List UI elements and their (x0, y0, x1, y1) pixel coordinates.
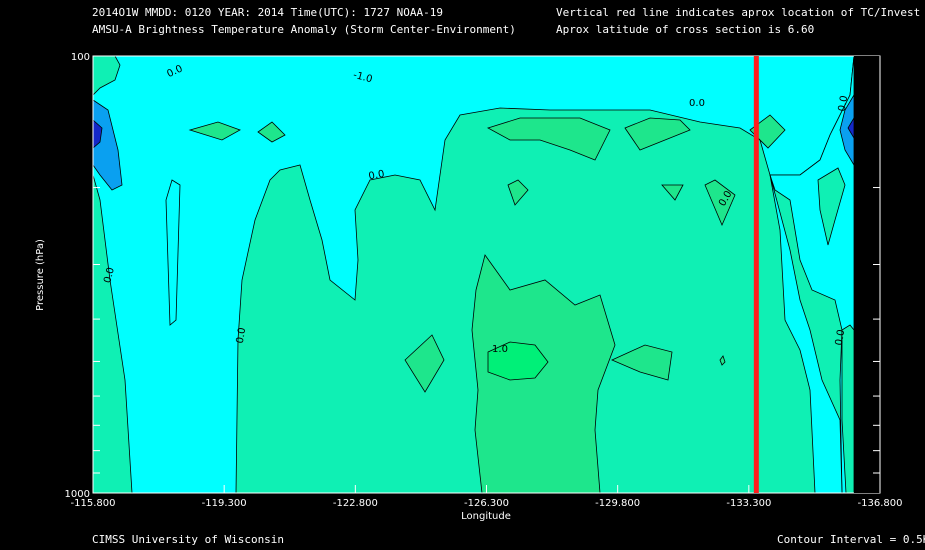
contour-region-cyan-left-stem (165, 179, 181, 326)
contour-region-green-10 (611, 344, 673, 381)
x-tick-label: -115.800 (71, 498, 116, 509)
contour-label: 0.0 (689, 98, 705, 109)
contour-label: -1.0 (352, 70, 374, 86)
contour-label: 0.0 (834, 329, 848, 347)
footer-left: CIMSS University of Wisconsin (92, 533, 285, 546)
contour-region-green-5 (749, 114, 786, 149)
x-tick-label: -119.300 (202, 498, 247, 509)
x-tick-label: -129.800 (595, 498, 640, 509)
contour-region-cyan-top (92, 55, 855, 494)
y-tick-label: 1000 (65, 489, 90, 500)
header-line2-right: Aprox latitude of cross section is 6.60 (556, 23, 815, 36)
contour-region-green-2 (257, 121, 286, 143)
x-tick-label: -126.300 (464, 498, 509, 509)
x-axis: -115.800 -119.300 -122.800 -126.300 -129.800… (71, 485, 903, 509)
plot-right-blank (854, 56, 880, 493)
contour-region-green-11 (719, 355, 726, 366)
contour-region-green-9 (404, 334, 445, 393)
contour-region-green-1 (188, 121, 241, 141)
contour-region-green-center (471, 254, 616, 494)
contour-region-green-3 (486, 117, 611, 161)
x-axis-title: Longitude (461, 511, 511, 522)
contour-region-green-8 (704, 179, 736, 227)
contour-region-blue-left (92, 99, 123, 191)
header-line2-left: AMSU-A Brightness Temperature Anomaly (S… (92, 23, 516, 36)
contour-label: 0.0 (102, 266, 117, 284)
y-axis: 100 1000 (65, 52, 880, 500)
contour-label: 1.0 (492, 344, 508, 355)
contour-region-green-4 (624, 117, 691, 151)
plot-area (92, 55, 855, 494)
x-tick-label: -122.800 (333, 498, 378, 509)
contour-label: 0.0 (837, 95, 851, 113)
y-tick-label: 100 (71, 52, 90, 63)
contour-region-seafoam-right-spur (817, 167, 846, 246)
header-line1-left: 2014O1W MMDD: 0120 YEAR: 2014 Time(UTC):… (92, 6, 443, 19)
header-line1-right: Vertical red line indicates aprox locati… (556, 6, 921, 19)
contour-region-cyan-right (769, 55, 855, 494)
x-tick-label: -133.300 (726, 498, 771, 509)
contour-label: 0.0 (368, 169, 386, 183)
y-axis-title: Pressure (hPa) (35, 239, 46, 311)
contour-region-green-7 (661, 184, 684, 201)
contour-region-brightgreen-core (487, 341, 549, 381)
x-tick-label: -136.800 (858, 498, 903, 509)
footer-right: Contour Interval = 0.5K (777, 533, 925, 546)
contour-label: 0.0 (235, 327, 249, 345)
contour-region-green-6 (507, 179, 529, 206)
